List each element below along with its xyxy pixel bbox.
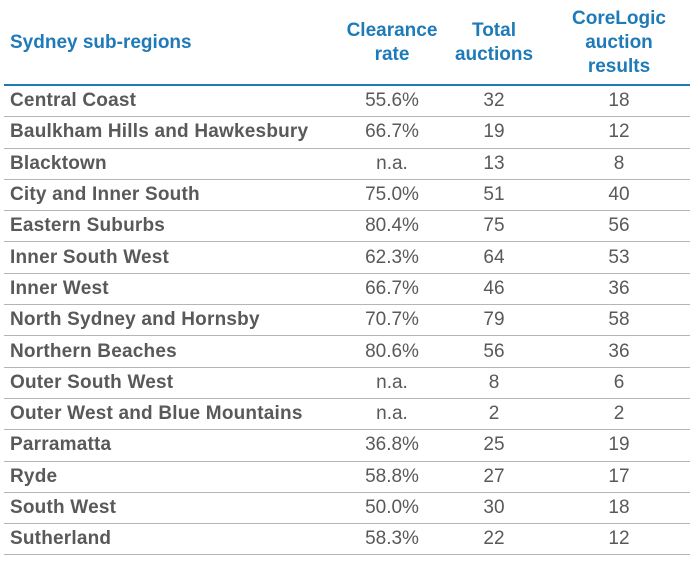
clearance-rate-cell: 58.3% bbox=[344, 523, 440, 556]
corelogic-results-cell: 36 bbox=[548, 335, 690, 368]
corelogic-results-cell: 36 bbox=[548, 273, 690, 306]
total-auctions-cell: 22 bbox=[440, 523, 548, 556]
region-cell: Baulkham Hills and Hawkesbury bbox=[4, 116, 344, 149]
header-corelogic-line-3: results bbox=[587, 56, 651, 77]
total-auctions-cell: 46 bbox=[440, 273, 548, 306]
region-cell: Ryde bbox=[4, 461, 344, 493]
region-cell: South West bbox=[4, 492, 344, 525]
corelogic-results-cell: 53 bbox=[548, 241, 690, 274]
corelogic-results-cell: 12 bbox=[548, 523, 690, 556]
region-cell: Central Coast bbox=[4, 85, 344, 118]
table-row: Baulkham Hills and Hawkesbury 66.7% 19 12 bbox=[4, 116, 690, 149]
header-corelogic-auction-results: CoreLogic auction results bbox=[548, 2, 690, 86]
region-cell: Outer South West bbox=[4, 367, 344, 399]
total-auctions-cell: 79 bbox=[440, 304, 548, 337]
table-row: Parramatta 36.8% 25 19 bbox=[4, 429, 690, 462]
total-auctions-cell: 30 bbox=[440, 492, 548, 525]
clearance-rate-cell: n.a. bbox=[344, 148, 440, 180]
total-auctions-cell: 56 bbox=[440, 335, 548, 368]
clearance-rate-cell: 50.0% bbox=[344, 492, 440, 525]
corelogic-results-cell: 56 bbox=[548, 210, 690, 243]
table-row: City and Inner South 75.0% 51 40 bbox=[4, 179, 690, 212]
table-row: North Sydney and Hornsby 70.7% 79 58 bbox=[4, 304, 690, 337]
clearance-rate-cell: 66.7% bbox=[344, 116, 440, 149]
table-row: Inner South West 62.3% 64 53 bbox=[4, 241, 690, 274]
region-cell: Inner West bbox=[4, 273, 344, 306]
total-auctions-cell: 51 bbox=[440, 179, 548, 212]
clearance-rate-cell: 75.0% bbox=[344, 179, 440, 212]
corelogic-results-cell: 58 bbox=[548, 304, 690, 337]
clearance-rate-cell: 62.3% bbox=[344, 241, 440, 274]
total-auctions-cell: 19 bbox=[440, 116, 548, 149]
total-auctions-cell: 13 bbox=[440, 148, 548, 180]
region-cell: Northern Beaches bbox=[4, 335, 344, 368]
clearance-rate-cell: 70.7% bbox=[344, 304, 440, 337]
clearance-rate-cell: 66.7% bbox=[344, 273, 440, 306]
header-clearance-line-2: rate bbox=[374, 44, 410, 65]
region-cell: City and Inner South bbox=[4, 179, 344, 212]
region-cell: Inner South West bbox=[4, 241, 344, 274]
total-auctions-cell: 25 bbox=[440, 429, 548, 462]
table-body: Central Coast 55.6% 32 18 Baulkham Hills and… bbox=[4, 85, 690, 556]
clearance-rate-cell: n.a. bbox=[344, 367, 440, 399]
total-auctions-cell: 75 bbox=[440, 210, 548, 243]
header-clearance-rate: Clearance rate bbox=[344, 2, 440, 86]
corelogic-results-cell: 8 bbox=[548, 148, 690, 180]
table-row: Blacktown n.a. 13 8 bbox=[4, 148, 690, 180]
total-auctions-cell: 8 bbox=[440, 367, 548, 399]
header-clearance-line-1: Clearance bbox=[346, 20, 438, 41]
table-row: Inner West 66.7% 46 36 bbox=[4, 273, 690, 306]
header-total-line-2: auctions bbox=[454, 44, 534, 65]
table-row: Eastern Suburbs 80.4% 75 56 bbox=[4, 210, 690, 243]
total-auctions-cell: 2 bbox=[440, 398, 548, 431]
region-cell: North Sydney and Hornsby bbox=[4, 304, 344, 337]
header-corelogic-line-2: auction bbox=[585, 32, 653, 53]
table-row: Central Coast 55.6% 32 18 bbox=[4, 85, 690, 118]
clearance-rate-cell: 55.6% bbox=[344, 85, 440, 118]
header-total-auctions: Total auctions bbox=[440, 2, 548, 86]
corelogic-results-cell: 19 bbox=[548, 429, 690, 462]
header-total-line-1: Total bbox=[472, 20, 516, 41]
corelogic-results-cell: 18 bbox=[548, 85, 690, 118]
table-row: South West 50.0% 30 18 bbox=[4, 492, 690, 525]
table-row: Northern Beaches 80.6% 56 36 bbox=[4, 335, 690, 368]
region-cell: Outer West and Blue Mountains bbox=[4, 398, 344, 431]
corelogic-results-cell: 2 bbox=[548, 398, 690, 431]
header-corelogic-line-1: CoreLogic bbox=[572, 8, 666, 29]
clearance-rate-cell: n.a. bbox=[344, 398, 440, 431]
region-cell: Eastern Suburbs bbox=[4, 210, 344, 243]
header-sydney-sub-regions: Sydney sub-regions bbox=[4, 2, 344, 86]
header-row: Sydney sub-regions Clearance rate Total … bbox=[4, 2, 690, 86]
clearance-rate-cell: 58.8% bbox=[344, 461, 440, 493]
table-row: Sutherland 58.3% 22 12 bbox=[4, 523, 690, 556]
total-auctions-cell: 32 bbox=[440, 85, 548, 118]
table-row: Outer West and Blue Mountains n.a. 2 2 bbox=[4, 398, 690, 431]
corelogic-results-cell: 12 bbox=[548, 116, 690, 149]
total-auctions-cell: 27 bbox=[440, 461, 548, 493]
corelogic-results-cell: 40 bbox=[548, 179, 690, 212]
table-row: Ryde 58.8% 27 17 bbox=[4, 461, 690, 493]
total-auctions-cell: 64 bbox=[440, 241, 548, 274]
corelogic-results-cell: 6 bbox=[548, 367, 690, 399]
clearance-rate-cell: 80.6% bbox=[344, 335, 440, 368]
auction-results-table: Sydney sub-regions Clearance rate Total … bbox=[4, 2, 690, 556]
region-cell: Blacktown bbox=[4, 148, 344, 180]
clearance-rate-cell: 36.8% bbox=[344, 429, 440, 462]
table-header: Sydney sub-regions Clearance rate Total … bbox=[4, 2, 690, 86]
corelogic-results-cell: 17 bbox=[548, 461, 690, 493]
region-cell: Parramatta bbox=[4, 429, 344, 462]
clearance-rate-cell: 80.4% bbox=[344, 210, 440, 243]
region-cell: Sutherland bbox=[4, 523, 344, 556]
table-row: Outer South West n.a. 8 6 bbox=[4, 367, 690, 399]
corelogic-results-cell: 18 bbox=[548, 492, 690, 525]
